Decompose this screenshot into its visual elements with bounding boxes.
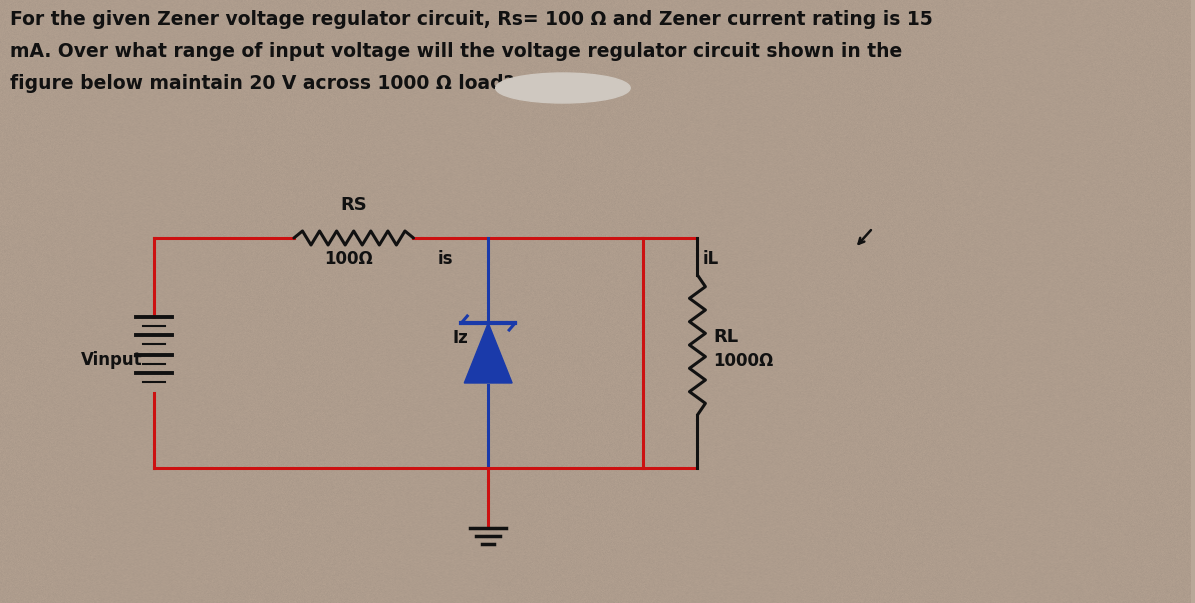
Text: 100Ω: 100Ω <box>324 250 373 268</box>
Text: 1000Ω: 1000Ω <box>713 352 773 370</box>
Text: RL: RL <box>713 328 739 346</box>
Text: RS: RS <box>341 196 367 214</box>
Text: For the given Zener voltage regulator circuit, Rs= 100 Ω and Zener current ratin: For the given Zener voltage regulator ci… <box>10 10 933 29</box>
Text: figure below maintain 20 V across 1000 Ω load?: figure below maintain 20 V across 1000 Ω… <box>10 74 515 93</box>
Ellipse shape <box>496 73 630 103</box>
Text: is: is <box>439 250 454 268</box>
Polygon shape <box>465 323 513 383</box>
Text: iL: iL <box>703 250 718 268</box>
Text: mA. Over what range of input voltage will the voltage regulator circuit shown in: mA. Over what range of input voltage wil… <box>10 42 902 61</box>
Text: Iz: Iz <box>453 329 468 347</box>
Text: Vinput: Vinput <box>81 351 142 369</box>
